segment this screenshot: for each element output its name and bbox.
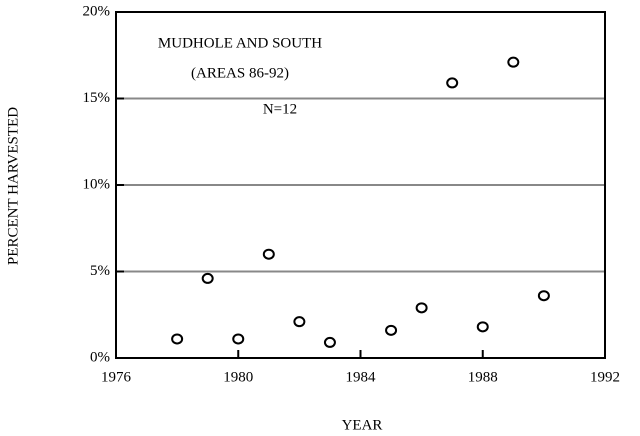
y-tick-label: 10% — [83, 176, 111, 192]
x-tick-label: 1976 — [101, 369, 132, 385]
point — [232, 333, 245, 345]
y-tick-label: 5% — [90, 263, 110, 279]
plot-frame — [115, 11, 606, 359]
y-tick-label: 20% — [83, 3, 111, 19]
point — [507, 56, 520, 68]
y-axis-label: PERCENT HARVESTED — [5, 107, 21, 265]
point — [293, 316, 306, 328]
point — [201, 272, 214, 284]
point — [446, 77, 459, 89]
annotation: (AREAS 86-92) — [191, 65, 289, 81]
annotation: MUDHOLE AND SOUTH — [158, 35, 322, 51]
y-tick-label: 0% — [90, 349, 110, 365]
point — [385, 324, 398, 336]
x-tick-label: 1980 — [223, 369, 253, 385]
point — [323, 336, 336, 348]
point — [171, 333, 184, 345]
x-axis-label: YEAR — [342, 417, 383, 433]
y-tick-label: 15% — [83, 90, 111, 106]
point — [415, 302, 428, 314]
point — [537, 290, 550, 302]
point — [262, 248, 275, 260]
point — [476, 321, 489, 333]
annotation: N=12 — [263, 101, 297, 117]
x-tick-label: 1988 — [468, 369, 498, 385]
x-tick-label: 1984 — [346, 369, 377, 385]
x-tick-label: 1992 — [590, 369, 620, 385]
